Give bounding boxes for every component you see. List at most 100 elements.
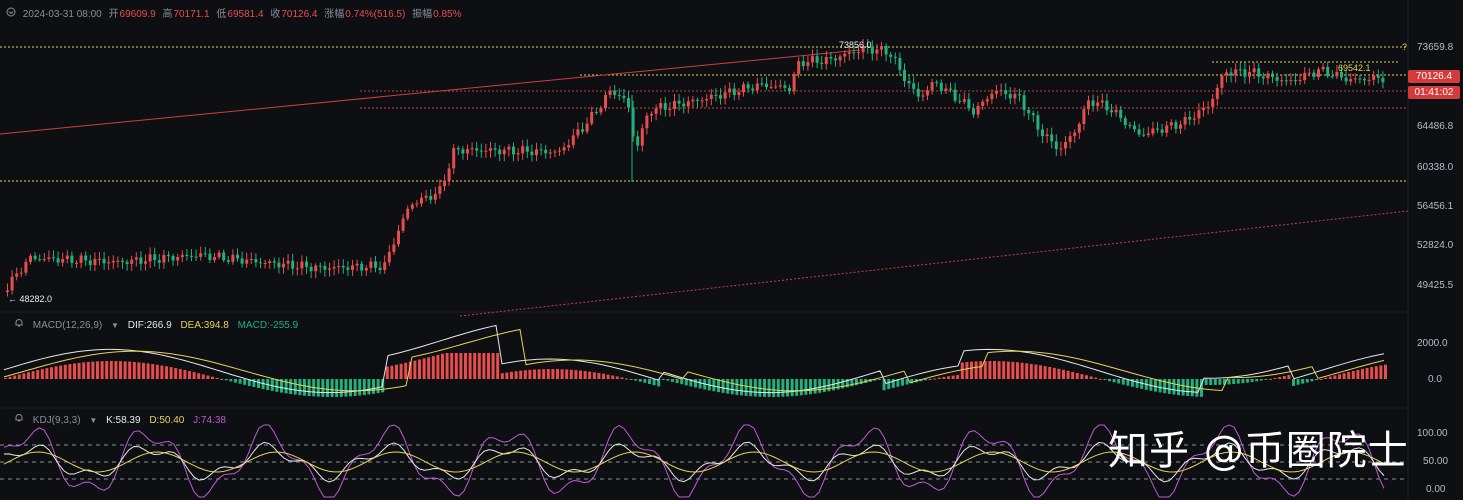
macd-bar xyxy=(155,364,159,379)
macd-bar xyxy=(799,379,803,396)
candle-body xyxy=(397,230,400,245)
candle-body xyxy=(1188,116,1192,120)
macd-bar xyxy=(905,379,909,385)
macd-bar xyxy=(114,361,118,379)
candle-body xyxy=(558,150,561,152)
macd-bar xyxy=(82,362,86,379)
macd-bar xyxy=(238,379,242,384)
macd-bar xyxy=(1126,379,1130,386)
macd-bar xyxy=(901,379,904,386)
candle-body xyxy=(47,257,51,259)
kdj-j: J:74.38 xyxy=(193,415,226,426)
candle-body xyxy=(640,128,644,146)
settings-circle-icon[interactable] xyxy=(6,7,16,20)
candle-body xyxy=(1165,125,1169,133)
macd-bar xyxy=(1324,377,1328,379)
macd-bar xyxy=(1213,379,1217,385)
macd-bar xyxy=(192,372,196,379)
macd-bar xyxy=(1269,378,1272,380)
macd-bar xyxy=(620,377,624,379)
macd-bar xyxy=(661,379,665,380)
candle-body xyxy=(1050,134,1054,142)
macd-bar xyxy=(523,370,527,379)
macd-bar xyxy=(183,370,187,379)
candle-body xyxy=(1146,133,1150,136)
macd-bar xyxy=(109,361,113,379)
macd-bar xyxy=(928,379,932,380)
macd-bar xyxy=(247,379,251,386)
macd-bar xyxy=(648,379,651,384)
macd-bar xyxy=(1379,365,1383,379)
candle-body xyxy=(599,108,603,113)
macd-bar xyxy=(951,375,955,379)
macd-bar xyxy=(1034,364,1038,379)
candle-body xyxy=(1284,80,1288,82)
macd-bar xyxy=(818,379,822,393)
candle-body xyxy=(52,257,55,259)
macd-bar xyxy=(224,379,228,381)
macd-bar xyxy=(1209,379,1213,385)
macd-bar xyxy=(491,353,495,379)
candle-body xyxy=(1358,78,1362,80)
macd-bar xyxy=(395,364,398,379)
candle-body xyxy=(1225,72,1228,76)
macd-bar xyxy=(1259,379,1263,381)
bell-icon[interactable] xyxy=(14,318,24,331)
candle-body xyxy=(585,123,589,132)
macd-bar xyxy=(367,379,371,395)
macd-dea: DEA:394.8 xyxy=(180,320,229,331)
candle-body xyxy=(1275,77,1279,81)
candle-body xyxy=(981,101,985,106)
candle-body xyxy=(1160,129,1164,133)
candle-body xyxy=(489,148,492,151)
candle-body xyxy=(208,253,212,261)
question-mark-label: ? xyxy=(1402,42,1408,52)
macd-bar xyxy=(689,379,693,387)
macd-bar xyxy=(960,362,964,379)
macd-bar xyxy=(128,361,132,379)
candle-body xyxy=(1137,129,1141,135)
macd-bar xyxy=(937,377,941,379)
candle-body xyxy=(907,81,911,84)
macd-bar xyxy=(1167,379,1171,394)
candle-body xyxy=(157,260,161,263)
macd-bar xyxy=(588,371,592,379)
candle-body xyxy=(452,148,456,169)
macd-bar xyxy=(445,353,449,379)
candle-body xyxy=(475,148,479,151)
candle-body xyxy=(617,95,621,97)
macd-bar xyxy=(1071,371,1075,379)
candle-body xyxy=(705,99,709,101)
candle-body xyxy=(139,257,143,264)
candle-body xyxy=(1110,110,1113,113)
candle-body xyxy=(783,85,787,88)
candle-body xyxy=(65,255,69,259)
chevron-down-icon[interactable]: ▼ xyxy=(89,416,98,425)
macd-bar xyxy=(1085,375,1088,379)
macd-bar xyxy=(533,369,536,379)
candle-body xyxy=(337,266,341,268)
candle-body xyxy=(760,83,764,85)
macd-bar xyxy=(418,359,421,379)
macd-bar xyxy=(684,379,688,386)
macd-bar xyxy=(1112,379,1116,383)
macd-bar xyxy=(1384,364,1387,379)
low-marker-label: ← 48282.0 xyxy=(8,294,53,304)
candle-body xyxy=(608,90,612,95)
macd-bar xyxy=(1246,379,1249,383)
macd-bar xyxy=(270,379,274,391)
macd-bar xyxy=(1200,379,1203,397)
candle-body xyxy=(1096,102,1100,107)
macd-bar xyxy=(643,379,647,383)
macd-bar xyxy=(119,361,122,379)
bell-icon[interactable] xyxy=(14,413,24,426)
macd-bar xyxy=(758,379,762,397)
macd-bar xyxy=(1172,379,1176,395)
chevron-down-icon[interactable]: ▼ xyxy=(111,321,119,330)
macd-bar xyxy=(137,362,141,379)
candle-body xyxy=(990,93,994,100)
candle-body xyxy=(466,149,469,154)
macd-bar xyxy=(1154,379,1157,392)
macd-bar xyxy=(965,362,969,379)
